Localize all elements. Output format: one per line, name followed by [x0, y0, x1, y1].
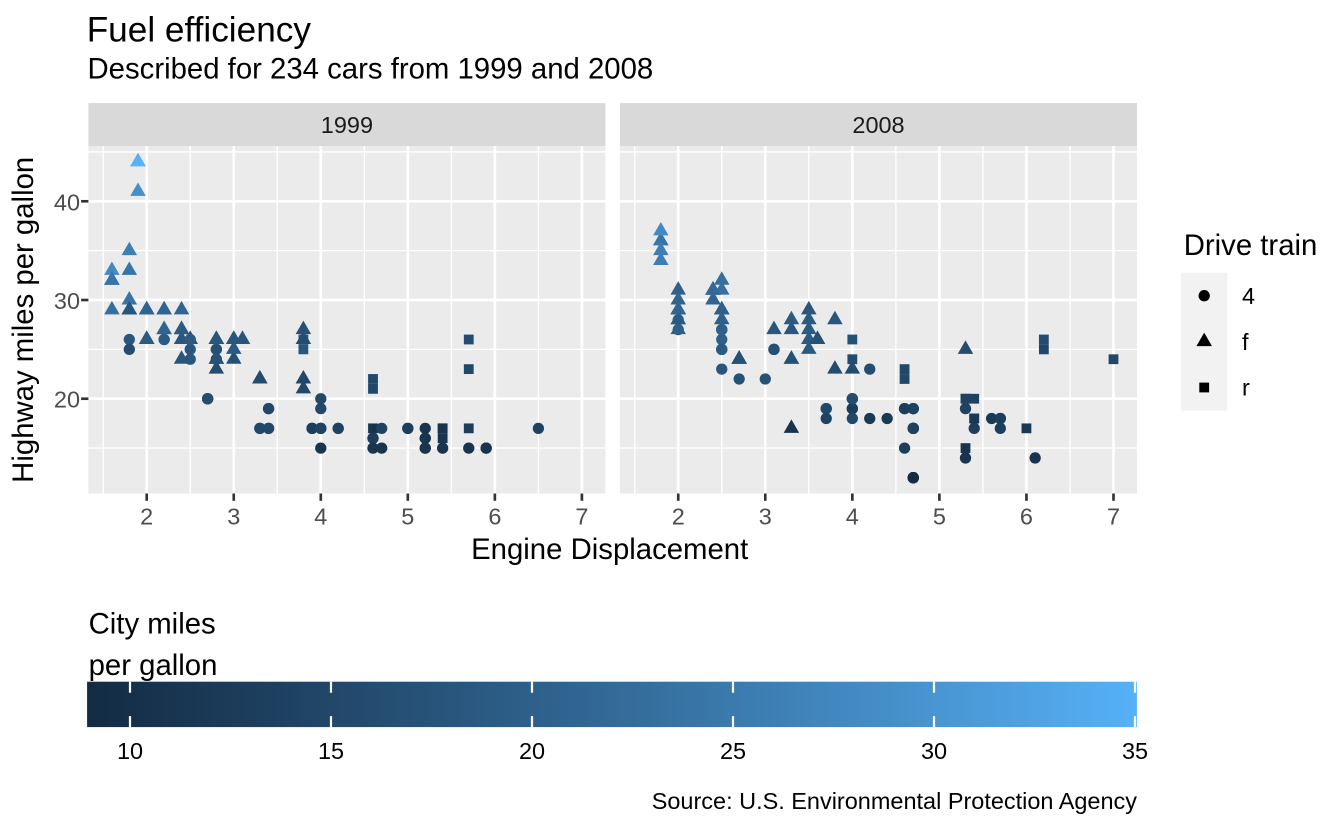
svg-text:10: 10 [117, 738, 143, 764]
svg-text:5: 5 [933, 504, 946, 530]
svg-text:30: 30 [54, 288, 80, 314]
svg-text:25: 25 [720, 738, 746, 764]
svg-text:2: 2 [672, 504, 685, 530]
svg-text:Engine Displacement: Engine Displacement [471, 533, 748, 566]
svg-text:3: 3 [759, 504, 772, 530]
svg-text:6: 6 [488, 504, 501, 530]
svg-text:City miles: City miles [89, 608, 216, 641]
svg-text:1999: 1999 [321, 112, 373, 138]
svg-text:Fuel efficiency: Fuel efficiency [87, 10, 312, 49]
svg-text:3: 3 [227, 504, 240, 530]
svg-text:5: 5 [401, 504, 414, 530]
svg-text:7: 7 [575, 504, 588, 530]
svg-text:30: 30 [921, 738, 947, 764]
svg-text:Source: U.S. Environmental Pro: Source: U.S. Environmental Protection Ag… [652, 788, 1138, 814]
svg-text:40: 40 [54, 189, 80, 215]
svg-text:4: 4 [1242, 283, 1255, 309]
svg-text:Highway miles per gallon: Highway miles per gallon [7, 157, 40, 483]
svg-text:2008: 2008 [852, 112, 904, 138]
svg-text:20: 20 [519, 738, 545, 764]
svg-text:f: f [1242, 329, 1249, 355]
svg-text:r: r [1242, 375, 1250, 401]
svg-text:2: 2 [140, 504, 153, 530]
svg-text:6: 6 [1020, 504, 1033, 530]
svg-text:35: 35 [1122, 738, 1148, 764]
svg-text:per gallon: per gallon [89, 649, 218, 682]
svg-text:Drive train: Drive train [1184, 229, 1318, 262]
svg-text:7: 7 [1107, 504, 1120, 530]
svg-text:20: 20 [54, 387, 80, 413]
svg-text:15: 15 [318, 738, 344, 764]
svg-text:Described for 234 cars from 19: Described for 234 cars from 1999 and 200… [88, 53, 654, 86]
svg-text:4: 4 [846, 504, 859, 530]
svg-text:4: 4 [314, 504, 327, 530]
